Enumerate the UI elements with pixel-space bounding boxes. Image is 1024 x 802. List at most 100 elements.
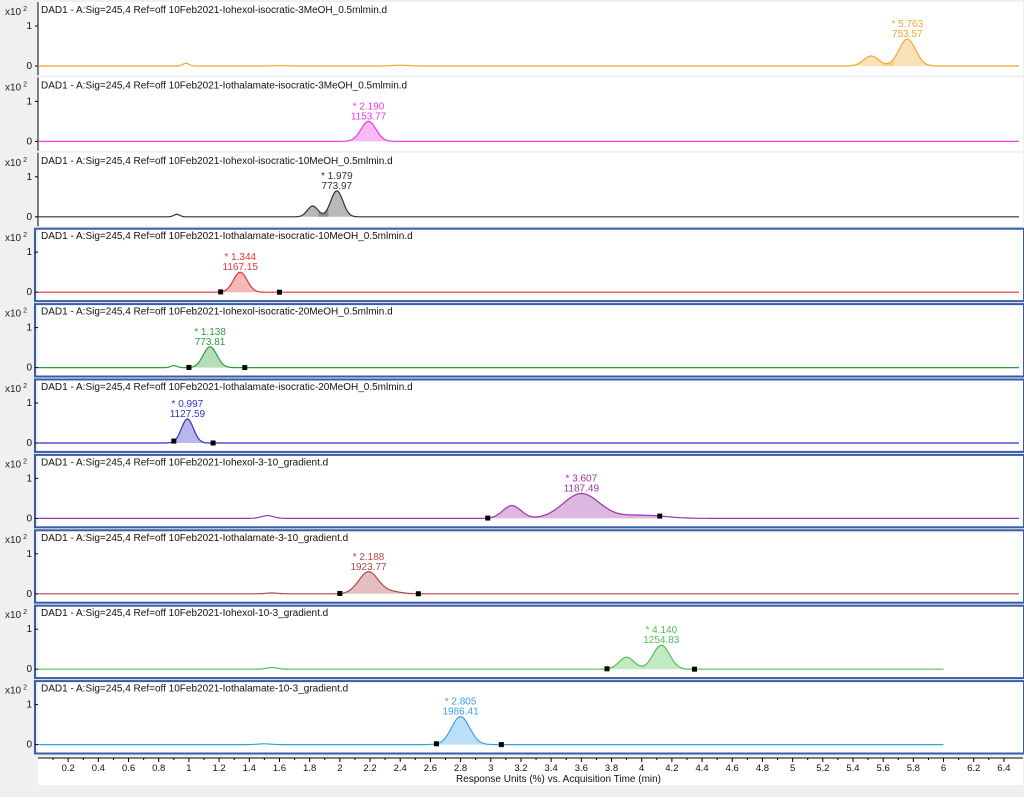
x-tick-label: 5.6 [877, 763, 890, 774]
x-tick-label: 0.6 [122, 763, 135, 774]
chromatogram-panel[interactable]: x10 2 DAD1 - A:Sig=245,4 Ref=off 10Feb202… [0, 378, 1024, 453]
y-tick-label: 1 [26, 21, 32, 32]
selection-frame [34, 529, 1024, 604]
integration-marker[interactable] [498, 742, 504, 748]
signal-trace[interactable] [38, 644, 944, 670]
chromatogram-panel[interactable]: x10 2 DAD1 - A:Sig=245,4 Ref=off 10Feb202… [0, 604, 1024, 680]
plot-area[interactable] [38, 680, 1023, 754]
x-tick-label: 5.8 [907, 763, 920, 774]
x-tick-label: 3.4 [545, 763, 558, 774]
integration-marker[interactable] [276, 289, 282, 295]
integration-marker[interactable] [218, 289, 224, 295]
panel-title: DAD1 - A:Sig=245,4 Ref=off 10Feb2021-Ioh… [41, 457, 328, 468]
panel-title: DAD1 - A:Sig=245,4 Ref=off 10Feb2021-Ioh… [41, 5, 387, 16]
y-tick-label: 1 [26, 323, 32, 334]
peak-area-fill [339, 571, 419, 594]
signal-trace[interactable] [38, 571, 1019, 595]
panel-title: DAD1 - A:Sig=245,4 Ref=off 10Feb2021-Iot… [41, 533, 348, 544]
panel-title: DAD1 - A:Sig=245,4 Ref=off 10Feb2021-Iot… [41, 80, 407, 91]
plot-area[interactable] [38, 454, 1023, 528]
integration-marker[interactable] [337, 590, 343, 596]
integration-marker[interactable] [210, 440, 216, 446]
x-tick-label: 1.2 [212, 763, 225, 774]
peak-apex-label: * 2.805 [445, 697, 477, 708]
x-tick-label: 4.4 [695, 763, 708, 774]
panel-title: DAD1 - A:Sig=245,4 Ref=off 10Feb2021-Iot… [41, 684, 348, 695]
peak-area-label: 1153.77 [351, 111, 387, 122]
chromatogram-panel[interactable]: x10 2 DAD1 - A:Sig=245,4 Ref=off 10Feb202… [0, 453, 1024, 529]
signal-trace[interactable] [38, 120, 1019, 142]
peak-apex-label: * 1.344 [224, 252, 256, 263]
x-tick-label: 3 [488, 763, 493, 774]
y-tick-label: 0 [26, 740, 32, 751]
plot-area[interactable] [38, 228, 1023, 302]
plot-area[interactable] [38, 379, 1023, 453]
integration-marker[interactable] [242, 365, 248, 371]
signal-trace[interactable] [38, 418, 1019, 444]
chromatogram-panel[interactable]: x10 2 DAD1 - A:Sig=245,4 Ref=off 10Feb202… [0, 529, 1024, 604]
x-tick-label: 2.8 [454, 763, 467, 774]
peak-apex-label: * 4.140 [645, 625, 677, 636]
y-tick-label: 1 [26, 624, 32, 635]
plot-area[interactable] [38, 529, 1023, 604]
x-tick-label: 2 [337, 763, 342, 774]
x-tick-label: 5 [790, 763, 795, 774]
y-tick-label: 1 [26, 549, 32, 560]
peak-area-label: 1187.49 [564, 484, 600, 495]
x-tick-label: 6.2 [967, 763, 980, 774]
signal-trace[interactable] [38, 492, 1019, 519]
integration-marker[interactable] [415, 591, 421, 597]
signal-trace[interactable] [38, 346, 1019, 369]
x-tick-label: 4.2 [665, 763, 678, 774]
x-tick-label: 1.6 [273, 763, 286, 774]
panel-title: DAD1 - A:Sig=245,4 Ref=off 10Feb2021-Iot… [41, 231, 413, 242]
peak-apex-label: * 3.607 [565, 474, 597, 485]
x-tick-label: 4.8 [756, 763, 769, 774]
plot-area[interactable] [38, 303, 1023, 377]
peak-area-label: 1254.83 [643, 635, 680, 646]
peak-apex-label: * 2.188 [353, 552, 385, 563]
peak-area-label: 773.81 [195, 337, 226, 348]
integration-marker[interactable] [171, 438, 177, 444]
y-tick-label: 1 [26, 398, 32, 409]
chromatogram-panel[interactable]: x10 2 DAD1 - A:Sig=245,4 Ref=off 10Feb202… [0, 303, 1024, 378]
peak-area-fill [487, 493, 660, 519]
x-tick-label: 4 [639, 763, 644, 774]
integration-marker[interactable] [485, 515, 491, 521]
peak-area-fill [188, 346, 245, 368]
x-tick-label: 1 [186, 763, 191, 774]
peak-apex-label: * 1.138 [194, 327, 226, 338]
integration-marker[interactable] [604, 666, 610, 672]
integration-marker[interactable] [186, 364, 192, 370]
x-tick-label: 4.6 [726, 763, 739, 774]
plot-area[interactable] [38, 605, 1023, 679]
integration-marker[interactable] [692, 666, 698, 672]
chromatogram-panel[interactable]: x10 2 DAD1 - A:Sig=245,4 Ref=off 10Feb202… [0, 77, 1024, 151]
peak-area-fill [318, 190, 355, 217]
x-tick-label: 6.4 [997, 763, 1010, 774]
signal-trace[interactable] [38, 271, 1019, 293]
signal-trace[interactable] [38, 715, 944, 746]
y-tick-label: 0 [26, 589, 32, 600]
panel-title: DAD1 - A:Sig=245,4 Ref=off 10Feb2021-Ioh… [41, 156, 393, 167]
plot-area[interactable] [38, 77, 1023, 151]
chromatogram-panel[interactable]: x10 2 DAD1 - A:Sig=245,4 Ref=off 10Feb202… [0, 2, 1024, 76]
y-tick-label: 1 [26, 96, 32, 107]
signal-trace[interactable] [38, 38, 1019, 67]
selection-frame [34, 378, 1024, 453]
x-axis-title: Response Units (%) vs. Acquisition Time … [456, 774, 661, 785]
chromatogram-panel[interactable]: x10 2 DAD1 - A:Sig=245,4 Ref=off 10Feb202… [0, 680, 1024, 755]
panel-title: DAD1 - A:Sig=245,4 Ref=off 10Feb2021-Ioh… [41, 608, 328, 619]
integration-marker[interactable] [433, 741, 439, 747]
plot-area[interactable] [38, 152, 1023, 227]
selection-frame [34, 227, 1024, 303]
y-tick-label: 1 [26, 473, 32, 484]
y-tick-label: 1 [26, 172, 32, 183]
chromatogram-panel[interactable]: x10 2 DAD1 - A:Sig=245,4 Ref=off 10Feb202… [0, 152, 1024, 227]
peak-apex-label: * 0.997 [172, 399, 204, 410]
chromatogram-panel[interactable]: x10 2 DAD1 - A:Sig=245,4 Ref=off 10Feb202… [0, 227, 1024, 303]
integration-marker[interactable] [657, 513, 663, 519]
signal-trace[interactable] [38, 190, 1019, 218]
x-axis-background [38, 757, 1023, 785]
peak-area-label: 1127.59 [170, 409, 206, 420]
